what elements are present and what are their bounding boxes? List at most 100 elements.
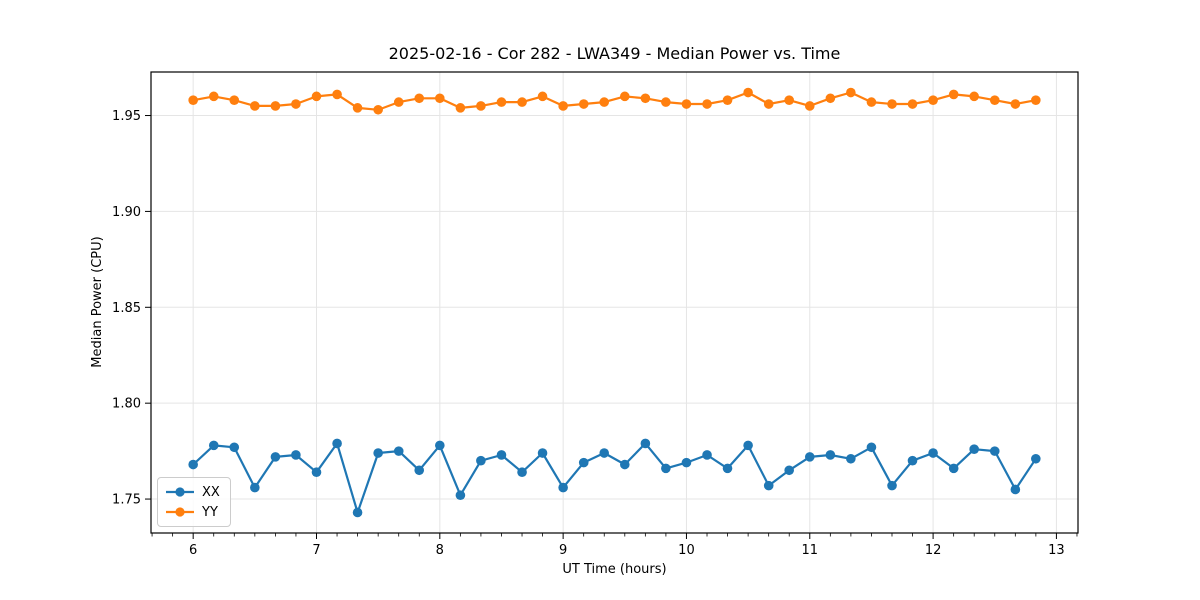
legend-line-marker-yy-icon [166,507,194,517]
x-tick-label: 8 [436,543,444,558]
data-point-yy [619,91,630,102]
data-point-yy [208,91,219,102]
data-point-xx [352,507,363,518]
data-point-yy [332,89,342,100]
chart-title: 2025-02-16 - Cor 282 - LWA349 - Median P… [388,44,841,63]
data-point-yy [948,89,959,100]
data-point-xx [291,450,301,460]
data-point-yy [825,93,836,104]
data-point-xx [907,455,918,466]
x-tick-label: 12 [925,543,942,558]
data-point-yy [291,99,301,109]
data-point-yy [907,99,918,109]
data-point-xx [743,440,753,451]
data-point-xx [948,463,959,474]
data-point-yy [702,99,712,109]
data-point-xx [722,463,733,474]
data-point-yy [558,101,568,111]
data-point-yy [887,99,897,109]
data-point-xx [250,482,260,493]
data-point-xx [1031,453,1041,464]
data-point-xx [1010,484,1021,495]
data-point-yy [352,103,363,113]
data-point-yy [188,95,198,105]
data-point-xx [640,438,651,449]
x-tick-label: 9 [559,543,567,558]
data-point-xx [681,457,692,468]
data-point-xx [969,444,979,454]
data-point-xx [578,457,589,468]
data-point-xx [846,453,856,464]
plot-border [150,71,1079,534]
data-point-yy [250,101,260,111]
data-point-xx [866,442,877,453]
series-line-xx [192,442,1037,514]
data-point-yy [599,97,610,107]
data-point-xx [455,490,466,501]
data-point-xx [763,480,774,491]
y-tick-label: 1.95 [112,109,141,124]
data-point-xx [661,463,671,474]
data-point-xx [208,440,219,451]
data-point-xx [702,450,712,460]
data-point-xx [784,465,794,476]
data-point-xx [393,446,404,456]
data-point-yy [270,101,281,111]
data-point-yy [455,103,466,113]
x-tick-label: 10 [678,543,695,558]
data-point-xx [804,452,815,462]
data-point-xx [928,448,938,458]
x-tick-label: 7 [312,543,320,558]
data-point-yy [640,93,651,104]
data-point-yy [681,99,692,109]
legend-item-yy: YY [165,502,220,522]
data-point-xx [619,459,630,470]
data-point-yy [311,91,322,102]
data-point-xx [332,438,342,449]
x-tick-label: 11 [802,543,819,558]
data-point-yy [969,91,979,102]
data-point-yy [784,95,794,105]
data-point-xx [887,480,897,491]
data-point-yy [989,95,1000,105]
data-point-xx [270,452,281,462]
data-point-xx [989,446,1000,456]
legend: XX YY [157,477,231,527]
data-point-yy [393,97,404,107]
data-point-yy [763,99,774,109]
data-point-yy [722,95,733,105]
legend-line-marker-xx-icon [166,487,194,497]
data-point-xx [229,442,240,453]
data-point-xx [558,482,568,493]
data-point-yy [1031,95,1041,105]
legend-label-xx: XX [202,484,220,500]
data-point-xx [188,459,198,470]
data-point-xx [537,448,548,458]
data-point-yy [1010,99,1021,109]
y-tick-label: 1.75 [112,493,141,508]
data-point-yy [229,95,240,105]
x-tick-label: 13 [1048,543,1065,558]
data-point-yy [537,91,548,102]
data-point-xx [373,448,383,458]
y-tick-label: 1.85 [112,301,141,316]
x-axis-label: UT Time (hours) [562,562,667,577]
data-point-yy [928,95,938,105]
data-point-xx [496,450,507,460]
data-point-yy [373,104,383,115]
data-point-xx [435,440,445,451]
x-tick-label: 6 [189,543,197,558]
y-tick-label: 1.90 [112,205,141,220]
data-point-yy [866,97,877,107]
data-point-yy [496,97,507,107]
data-point-xx [599,448,610,458]
data-point-yy [476,101,486,111]
data-point-yy [578,99,589,109]
data-point-xx [414,465,425,476]
data-point-yy [846,87,856,98]
data-point-yy [743,87,753,98]
data-point-yy [435,93,445,104]
data-point-yy [517,97,527,107]
